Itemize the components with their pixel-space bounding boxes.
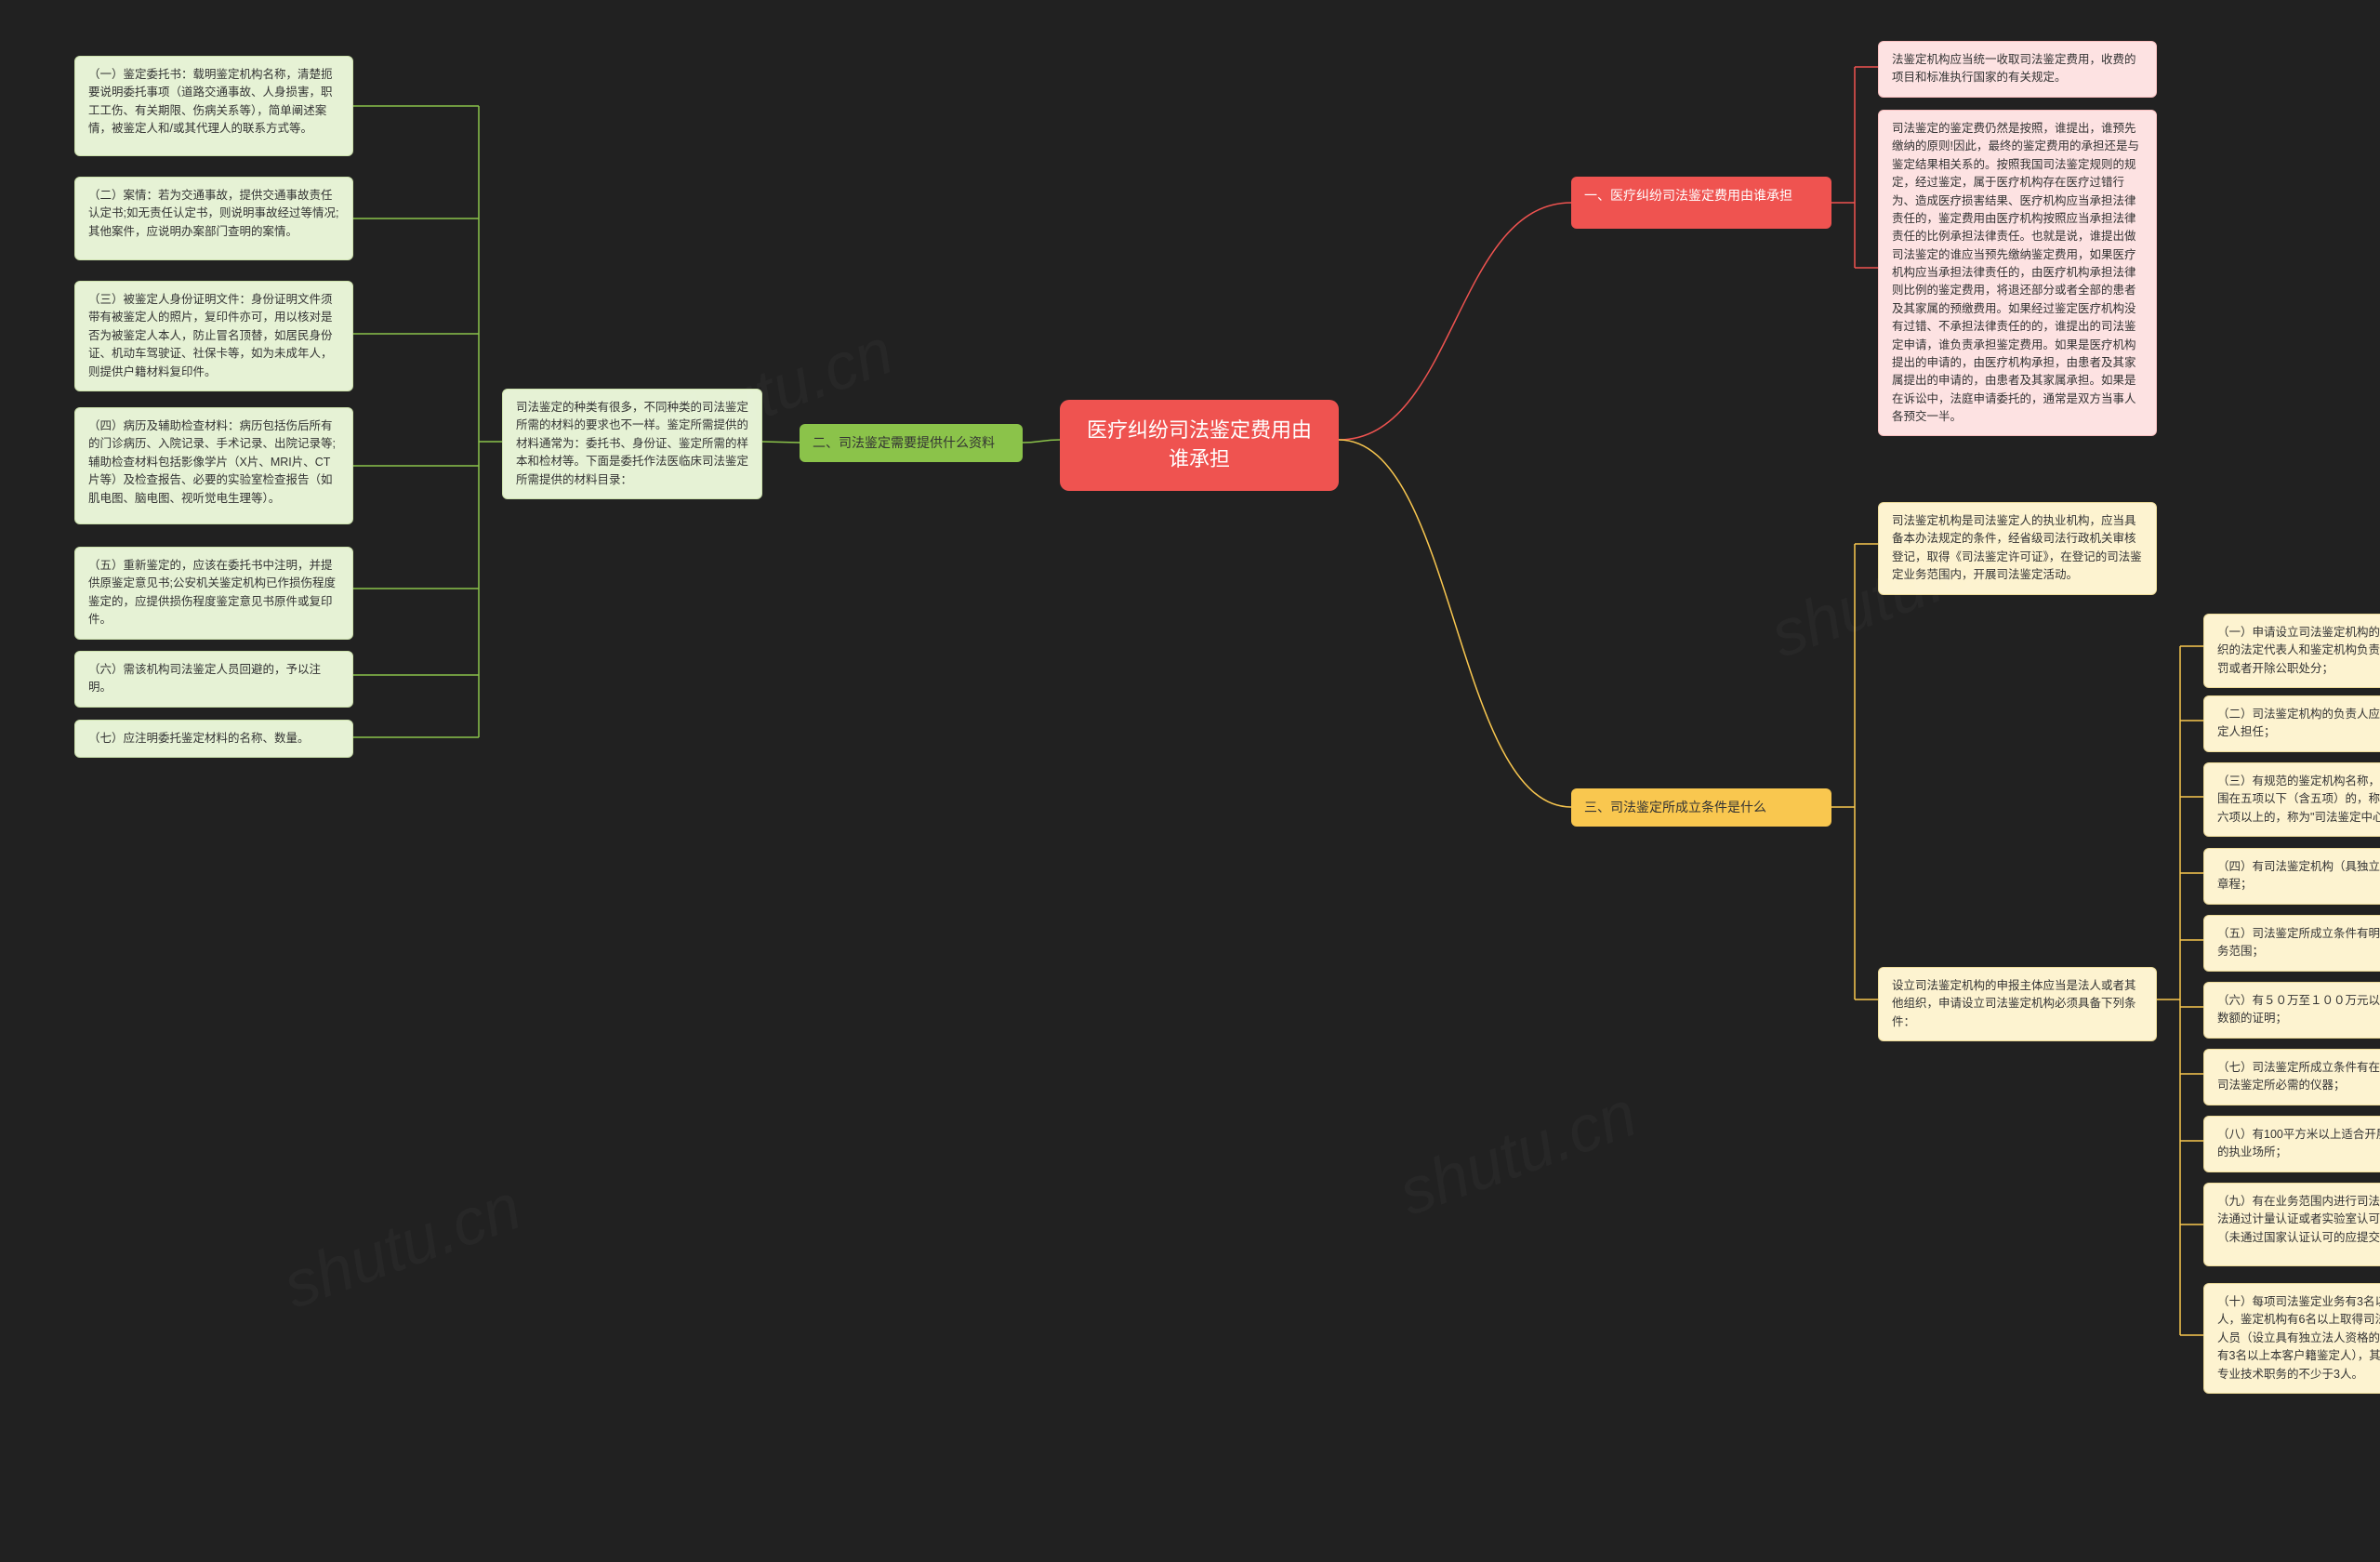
branch-3-leaf: 司法鉴定机构是司法鉴定人的执业机构，应当具备本办法规定的条件，经省级司法行政机关… xyxy=(1878,502,2157,595)
watermark: shutu.cn xyxy=(273,1169,530,1323)
branch-3-child: （九）有在业务范围内进行司法鉴定所必需的依法通过计量认证或者实验室认可的检测实验… xyxy=(2203,1183,2380,1266)
branch-3-child: （六）有５０万至１００万元以上的人民币资金数额的证明； xyxy=(2203,982,2380,1039)
branch-3-child: （一）申请设立司法鉴定机构的法人或者其他组织的法定代表人和鉴定机构负责人未受过刑… xyxy=(2203,614,2380,688)
branch-2-child: （六）需该机构司法鉴定人员回避的，予以注明。 xyxy=(74,651,353,708)
branch-3-child: （四）有司法鉴定机构（具独立法人资格的提交）章程； xyxy=(2203,848,2380,905)
branch-2-child: （三）被鉴定人身份证明文件：身份证明文件须带有被鉴定人的照片，复印件亦可，用以核… xyxy=(74,281,353,391)
branch-3-child: （二）司法鉴定机构的负责人应当由执业司法鉴定人担任； xyxy=(2203,695,2380,752)
watermark: shutu.cn xyxy=(1389,1076,1646,1230)
branch-2-child: （二）案情：若为交通事故，提供交通事故责任认定书;如无责任认定书，则说明事故经过… xyxy=(74,177,353,260)
branch-3-child: （五）司法鉴定所成立条件有明确的司法鉴定业务范围； xyxy=(2203,915,2380,972)
branch-3-child: （七）司法鉴定所成立条件有在业务范围内进行司法鉴定所必需的仪器； xyxy=(2203,1049,2380,1105)
branch-3-title: 三、司法鉴定所成立条件是什么 xyxy=(1571,788,1831,827)
branch-1-title: 一、医疗纠纷司法鉴定费用由谁承担 xyxy=(1571,177,1831,229)
branch-2-child: （七）应注明委托鉴定材料的名称、数量。 xyxy=(74,720,353,758)
branch-2-child: （一）鉴定委托书：载明鉴定机构名称，清楚扼要说明委托事项（道路交通事故、人身损害… xyxy=(74,56,353,156)
branch-2-child: （五）重新鉴定的，应该在委托书中注明，并提供原鉴定意见书;公安机关鉴定机构已作损… xyxy=(74,547,353,640)
branch-3-leaf: 设立司法鉴定机构的申报主体应当是法人或者其他组织，申请设立司法鉴定机构必须具备下… xyxy=(1878,967,2157,1041)
branch-2-title: 二、司法鉴定需要提供什么资料 xyxy=(800,424,1023,462)
branch-2-sub: 司法鉴定的种类有很多，不同种类的司法鉴定所需的材料的要求也不一样。鉴定所需提供的… xyxy=(502,389,762,499)
branch-1-leaf: 司法鉴定的鉴定费仍然是按照，谁提出，谁预先缴纳的原则!因此，最终的鉴定费用的承担… xyxy=(1878,110,2157,436)
branch-3-child: （三）有规范的鉴定机构名称，司法鉴定业务范围在五项以下（含五项）的，称"司法鉴定… xyxy=(2203,762,2380,837)
branch-2-child: （四）病历及辅助检查材料：病历包括伤后所有的门诊病历、入院记录、手术记录、出院记… xyxy=(74,407,353,524)
branch-1-leaf: 法鉴定机构应当统一收取司法鉴定费用，收费的项目和标准执行国家的有关规定。 xyxy=(1878,41,2157,98)
branch-3-child: （八）有100平方米以上适合开展司法鉴定活动的执业场所； xyxy=(2203,1116,2380,1172)
branch-3-child: （十）每项司法鉴定业务有3名以上专职司法鉴定人，鉴定机构有6名以上取得司法鉴定人… xyxy=(2203,1283,2380,1394)
root-node: 医疗纠纷司法鉴定费用由谁承担 xyxy=(1060,400,1339,491)
